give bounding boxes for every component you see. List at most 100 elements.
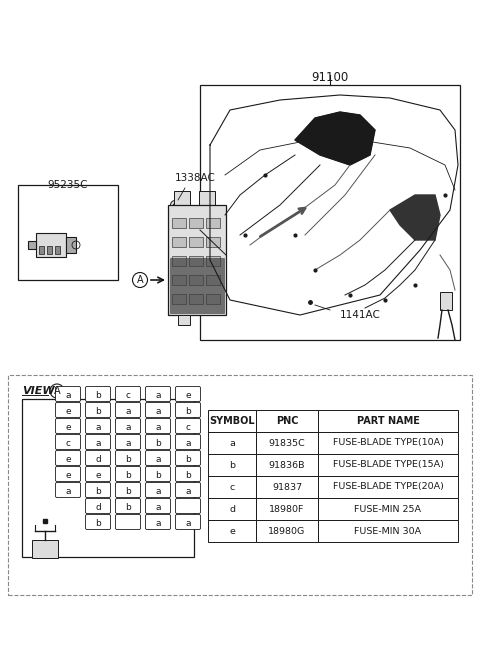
Bar (208, 520, 256, 542)
Text: c: c (185, 422, 191, 432)
Text: a: a (229, 438, 235, 447)
FancyBboxPatch shape (145, 498, 170, 514)
FancyBboxPatch shape (176, 514, 201, 529)
Text: PART NAME: PART NAME (357, 416, 420, 426)
Text: SYMBOL: SYMBOL (209, 416, 255, 426)
Text: a: a (65, 390, 71, 400)
Bar (318, 410, 458, 432)
Circle shape (170, 200, 180, 210)
Text: c: c (125, 390, 131, 400)
Bar (22, 399, 194, 557)
Text: e: e (65, 422, 71, 432)
Text: b: b (229, 460, 235, 470)
Bar (206, 294, 220, 304)
FancyBboxPatch shape (145, 451, 170, 466)
Bar (208, 410, 256, 432)
Text: b: b (155, 470, 161, 479)
Text: a: a (185, 438, 191, 447)
FancyBboxPatch shape (176, 498, 201, 514)
FancyBboxPatch shape (116, 483, 141, 498)
Text: b: b (95, 519, 101, 527)
Text: FUSE-BLADE TYPE(20A): FUSE-BLADE TYPE(20A) (333, 483, 444, 491)
Text: a: a (155, 422, 161, 432)
FancyBboxPatch shape (85, 514, 110, 529)
Bar (28, 241, 36, 249)
FancyBboxPatch shape (85, 386, 110, 402)
Bar (208, 454, 256, 476)
Text: a: a (155, 519, 161, 527)
Bar (206, 237, 220, 247)
FancyBboxPatch shape (56, 403, 81, 417)
Bar (172, 275, 186, 285)
Bar (440, 292, 452, 310)
FancyBboxPatch shape (85, 451, 110, 466)
Bar (318, 520, 458, 542)
Bar (189, 256, 203, 266)
Bar (172, 294, 186, 304)
Text: 1141AC: 1141AC (340, 310, 381, 320)
Text: FUSE-BLADE TYPE(15A): FUSE-BLADE TYPE(15A) (333, 460, 444, 470)
Text: a: a (155, 407, 161, 415)
Bar (256, 432, 318, 454)
Bar (208, 432, 256, 454)
Text: d: d (229, 504, 235, 514)
Text: 95235C: 95235C (48, 180, 88, 190)
Bar (256, 476, 318, 498)
Bar (170, 258, 224, 313)
Text: a: a (155, 390, 161, 400)
Text: a: a (155, 487, 161, 495)
Text: b: b (155, 438, 161, 447)
Text: a: a (125, 422, 131, 432)
FancyBboxPatch shape (176, 403, 201, 417)
Text: a: a (65, 487, 71, 495)
Text: b: b (125, 455, 131, 464)
Bar (18, 185, 118, 280)
Text: b: b (95, 407, 101, 415)
Bar (318, 498, 458, 520)
FancyBboxPatch shape (116, 419, 141, 434)
FancyBboxPatch shape (56, 451, 81, 466)
Text: e: e (65, 455, 71, 464)
Text: A: A (137, 275, 144, 285)
FancyBboxPatch shape (145, 403, 170, 417)
FancyBboxPatch shape (176, 466, 201, 481)
FancyBboxPatch shape (116, 434, 141, 449)
Text: 18980G: 18980G (268, 527, 306, 536)
Text: c: c (229, 483, 235, 491)
FancyBboxPatch shape (145, 419, 170, 434)
FancyBboxPatch shape (176, 483, 201, 498)
Text: VIEW: VIEW (22, 386, 55, 396)
FancyBboxPatch shape (116, 403, 141, 417)
Text: a: a (95, 438, 101, 447)
Bar (66, 237, 76, 253)
Text: 18980F: 18980F (269, 504, 305, 514)
FancyBboxPatch shape (56, 386, 81, 402)
Bar (256, 520, 318, 542)
Bar (206, 256, 220, 266)
FancyBboxPatch shape (145, 483, 170, 498)
FancyBboxPatch shape (116, 498, 141, 514)
FancyBboxPatch shape (56, 434, 81, 449)
Circle shape (173, 203, 177, 207)
Bar (200, 85, 460, 340)
Bar (318, 432, 458, 454)
Text: a: a (155, 455, 161, 464)
Text: 1338AC: 1338AC (175, 173, 216, 183)
Bar (189, 294, 203, 304)
FancyBboxPatch shape (56, 419, 81, 434)
FancyBboxPatch shape (85, 403, 110, 417)
Text: b: b (185, 407, 191, 415)
Bar (174, 191, 190, 205)
Text: b: b (125, 487, 131, 495)
Text: FUSE-MIN 25A: FUSE-MIN 25A (355, 504, 421, 514)
Text: e: e (95, 470, 101, 479)
Bar (178, 315, 190, 325)
Bar (206, 218, 220, 228)
FancyBboxPatch shape (116, 466, 141, 481)
Text: 91837: 91837 (272, 483, 302, 491)
FancyBboxPatch shape (56, 483, 81, 498)
Text: e: e (229, 527, 235, 536)
FancyBboxPatch shape (176, 451, 201, 466)
FancyBboxPatch shape (176, 419, 201, 434)
Text: A: A (54, 386, 60, 396)
